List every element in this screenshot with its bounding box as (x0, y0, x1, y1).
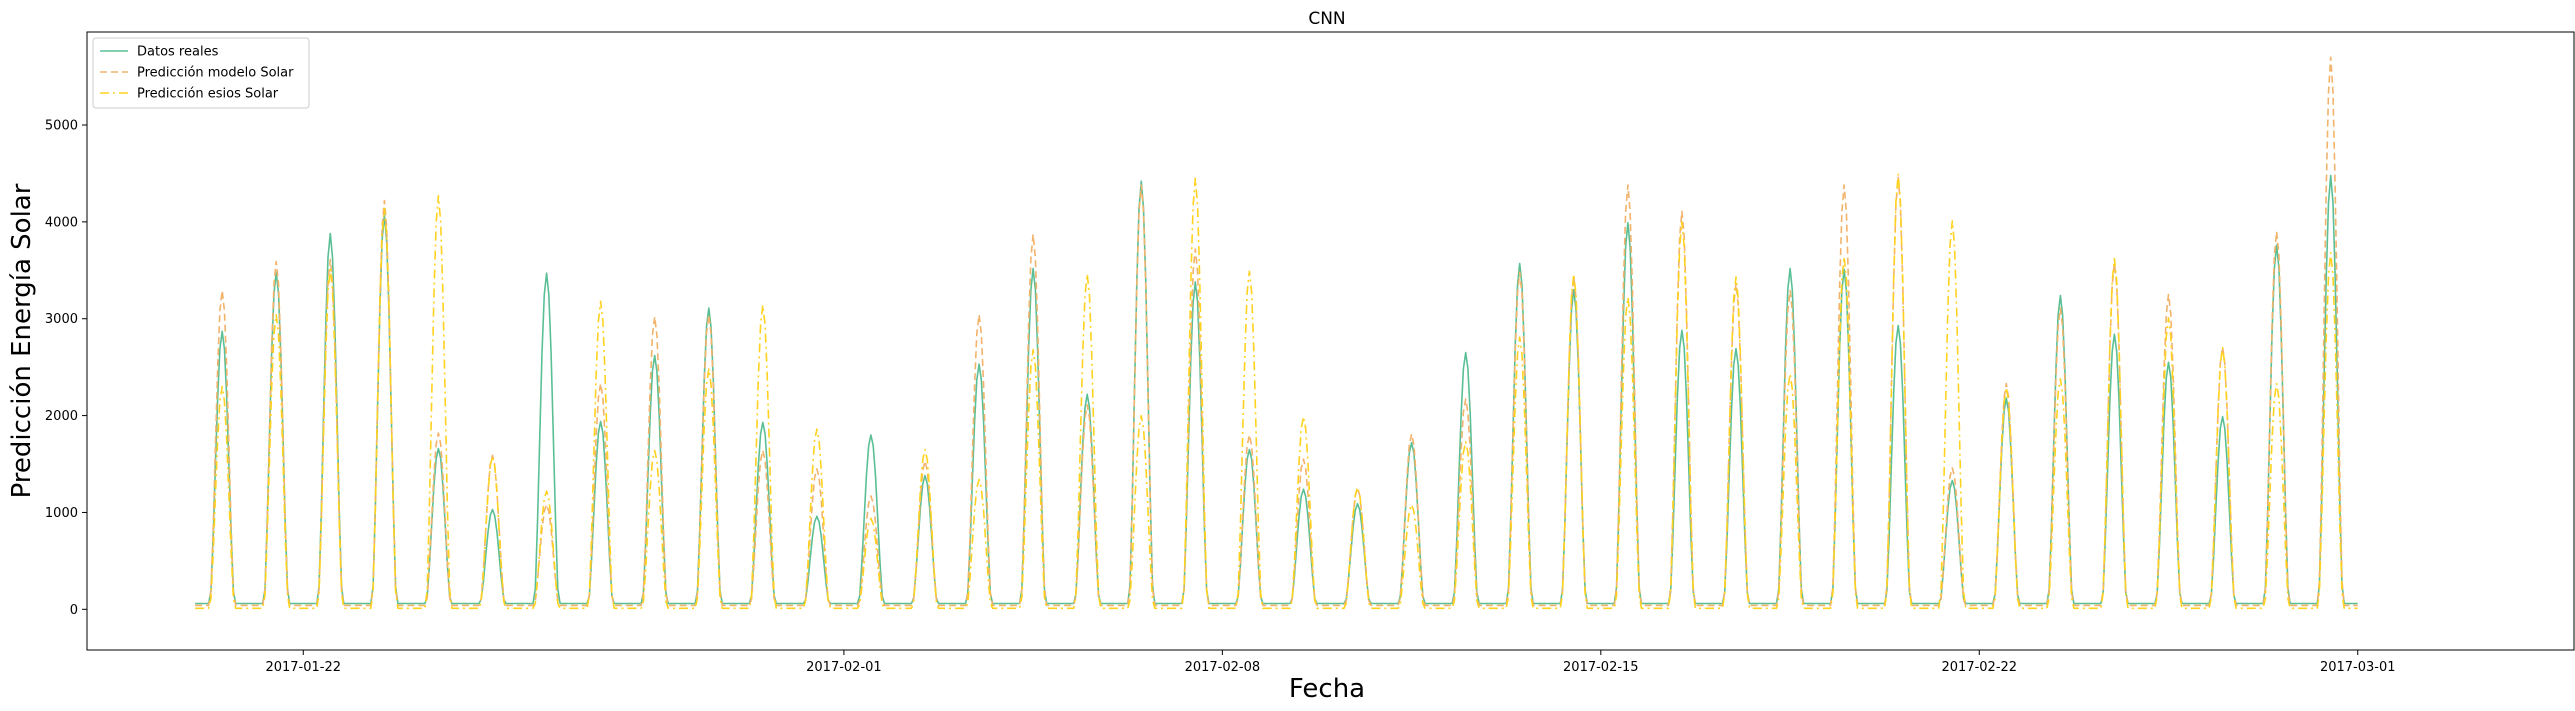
y-axis: 0 1000 2000 3000 4000 5000 (45, 118, 87, 618)
x-axis-label: Fecha (1289, 674, 1365, 704)
x-axis: 2017-01-22 2017-02-01 2017-02-08 2017-02-15… (265, 650, 2396, 675)
chart-title: CNN (1308, 9, 1345, 29)
legend-label: Datos reales (137, 45, 219, 60)
plot-lines (195, 56, 2358, 610)
x-tick-label: 2017-02-15 (1563, 660, 1639, 675)
x-tick-label: 2017-02-22 (1942, 660, 2018, 675)
x-tick-label: 2017-02-01 (806, 660, 882, 675)
series-line-3 (195, 173, 2358, 610)
y-tick-label: 1000 (45, 506, 78, 521)
x-tick-label: 2017-01-22 (265, 660, 341, 675)
plot-frame (86, 31, 2575, 651)
legend: Datos reales Predicción modelo Solar Predi… (92, 37, 310, 109)
y-tick-label: 3000 (45, 312, 78, 327)
legend-label: Predicción modelo Solar (137, 66, 294, 81)
x-tick-label: 2017-03-01 (2320, 660, 2396, 675)
y-tick-label: 0 (70, 603, 78, 618)
y-axis-label: Predicción Energía Solar (7, 183, 37, 498)
y-tick-label: 2000 (45, 409, 78, 424)
legend-label: Predicción esios Solar (137, 87, 279, 102)
y-tick-label: 4000 (45, 215, 78, 230)
legend-box (92, 37, 310, 109)
x-tick-label: 2017-02-08 (1185, 660, 1261, 675)
y-tick-label: 5000 (45, 118, 78, 133)
